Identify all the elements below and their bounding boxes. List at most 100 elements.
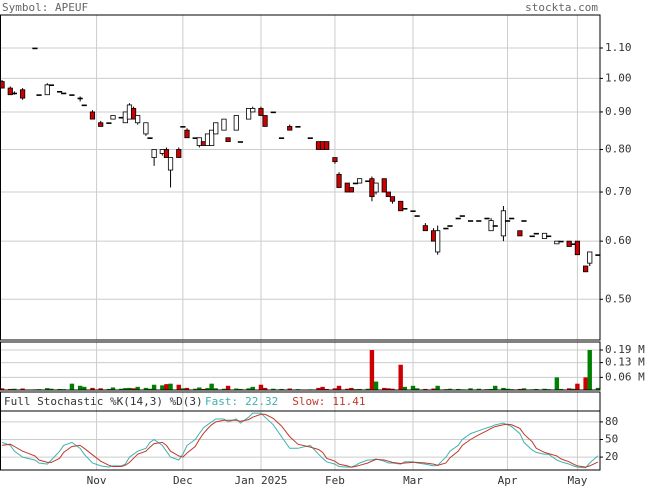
volume-bar xyxy=(110,387,116,390)
candle-body xyxy=(307,137,313,139)
volume-bar xyxy=(151,384,157,390)
volume-bar xyxy=(77,385,83,390)
candle-body xyxy=(106,122,112,124)
y-tick-label: 0.06 M xyxy=(605,370,645,383)
volume-bar xyxy=(135,386,140,390)
candle-body xyxy=(504,220,511,222)
volume-bar xyxy=(423,388,428,390)
volume-bar xyxy=(534,388,539,390)
volume-bar xyxy=(262,387,268,390)
volume-bar xyxy=(583,377,588,390)
volume-bar xyxy=(57,388,62,390)
candle-body xyxy=(167,157,174,171)
candle-body xyxy=(574,240,580,256)
volume-bar xyxy=(390,388,395,390)
candle-body xyxy=(558,240,564,243)
y-tick-label: 50 xyxy=(605,433,618,446)
volume-bar xyxy=(336,385,342,390)
panel-frame xyxy=(0,391,601,471)
candle-body xyxy=(32,47,38,50)
candle-body xyxy=(295,126,301,128)
candle-body xyxy=(336,173,342,188)
volume-bar xyxy=(398,364,403,390)
volume-bar xyxy=(365,388,371,390)
volume-bar xyxy=(197,387,202,390)
candle-body xyxy=(373,182,379,193)
y-tick-label: 1.10 xyxy=(605,41,632,54)
volume-bar xyxy=(357,388,362,390)
volume-bar xyxy=(349,387,354,390)
x-tick-label: Feb xyxy=(325,474,345,486)
volume-bar xyxy=(332,388,338,390)
volume-bar xyxy=(324,388,329,390)
candle-body xyxy=(89,111,96,120)
stochastic-line xyxy=(2,413,599,468)
candle-body xyxy=(287,126,293,131)
candle-body xyxy=(246,108,252,120)
volume-bar xyxy=(566,388,572,390)
legend-name: Slow: xyxy=(292,395,325,408)
candle-body xyxy=(500,210,507,237)
volume-bar xyxy=(501,387,506,390)
y-tick-label: 0.70 xyxy=(605,185,632,198)
volume-bar xyxy=(456,388,461,390)
candle-body xyxy=(447,225,453,227)
volume-bar xyxy=(238,388,243,390)
candle-body xyxy=(455,217,461,220)
volume-bar xyxy=(234,388,239,390)
x-tick-label: Nov xyxy=(87,474,107,486)
legend-value: 11.41 xyxy=(332,395,365,408)
volume-bar xyxy=(320,386,325,390)
volume-bar xyxy=(160,385,165,390)
candle-body xyxy=(467,220,474,222)
candle-body xyxy=(20,89,26,99)
volume-bar xyxy=(287,388,292,390)
y-tick-label: 0.80 xyxy=(605,142,632,155)
candle-body xyxy=(110,115,116,120)
volume-bar xyxy=(250,386,255,390)
candle-body xyxy=(11,92,17,95)
volume-bar xyxy=(505,388,510,390)
stochastic-title: Full Stochastic %K(14,3) %D(3) xyxy=(4,395,203,408)
volume-bar xyxy=(123,388,128,390)
x-tick-label: Apr xyxy=(498,474,518,486)
candle-body xyxy=(521,220,527,222)
candle-body xyxy=(356,178,363,184)
y-tick-label: 0.19 M xyxy=(605,343,645,356)
volume-bar xyxy=(213,388,218,390)
volume-bar xyxy=(168,383,173,390)
volume-bar xyxy=(571,388,576,390)
y-tick-label: 20 xyxy=(605,450,618,463)
y-tick-label: 80 xyxy=(605,415,618,428)
volume-bar xyxy=(369,350,375,390)
symbol-label: Symbol: APEUF xyxy=(2,1,88,14)
volume-bar xyxy=(246,388,251,390)
candle-body xyxy=(262,115,268,127)
y-tick-label: 0.60 xyxy=(605,234,632,247)
candle-body xyxy=(402,207,408,210)
volume-bar xyxy=(20,388,25,390)
candle-body xyxy=(209,129,215,146)
candle-body xyxy=(143,122,149,135)
candle-body xyxy=(56,90,63,93)
volume-bar xyxy=(127,387,132,390)
volume-bar xyxy=(279,388,284,390)
candle-body xyxy=(583,265,589,273)
volume-bar xyxy=(521,388,527,390)
candle-body xyxy=(385,191,391,198)
candle-body xyxy=(410,210,416,212)
volume-bar xyxy=(193,388,198,390)
volume-bar xyxy=(8,388,13,390)
volume-bar xyxy=(12,388,17,390)
volume-bar xyxy=(45,388,50,390)
candle-body xyxy=(435,230,441,253)
candle-body xyxy=(529,235,535,238)
candle-body xyxy=(258,108,264,116)
volume-bar xyxy=(476,388,481,390)
y-tick-label: 0.90 xyxy=(605,105,632,118)
candle-body xyxy=(61,92,67,95)
candle-body xyxy=(48,84,54,87)
candle-body xyxy=(151,149,157,158)
volume-bar xyxy=(414,388,420,390)
